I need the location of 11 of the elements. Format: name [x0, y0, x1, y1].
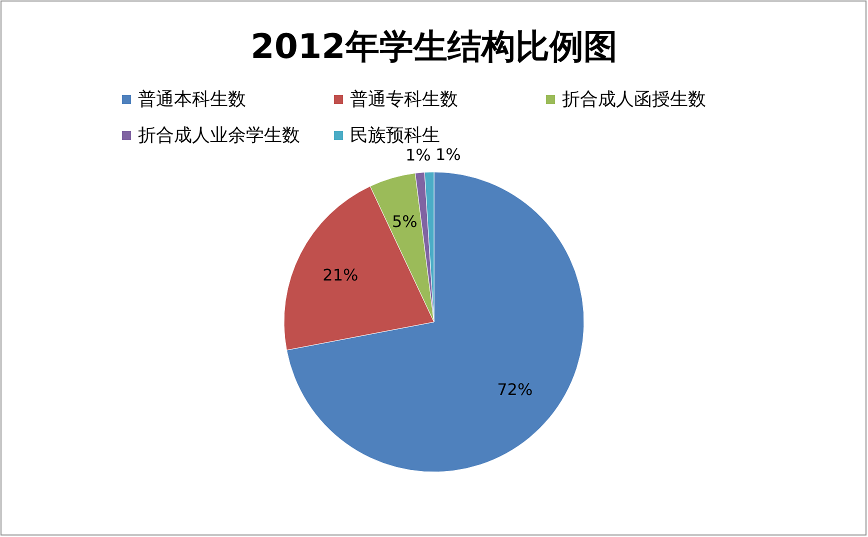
legend-label: 普通专科生数 — [350, 89, 458, 110]
legend-label: 折合成人函授生数 — [562, 89, 706, 110]
legend-label: 普通本科生数 — [138, 89, 246, 110]
data-label: 1% — [405, 146, 431, 165]
legend-label: 折合成人业余学生数 — [138, 125, 300, 146]
data-label: 1% — [435, 145, 461, 164]
data-label: 5% — [392, 212, 418, 232]
data-label: 21% — [322, 265, 358, 284]
legend-label: 民族预科生 — [350, 125, 440, 146]
data-label: 72% — [497, 380, 533, 399]
chart-title: 2012年学生结构比例图 — [250, 27, 618, 67]
